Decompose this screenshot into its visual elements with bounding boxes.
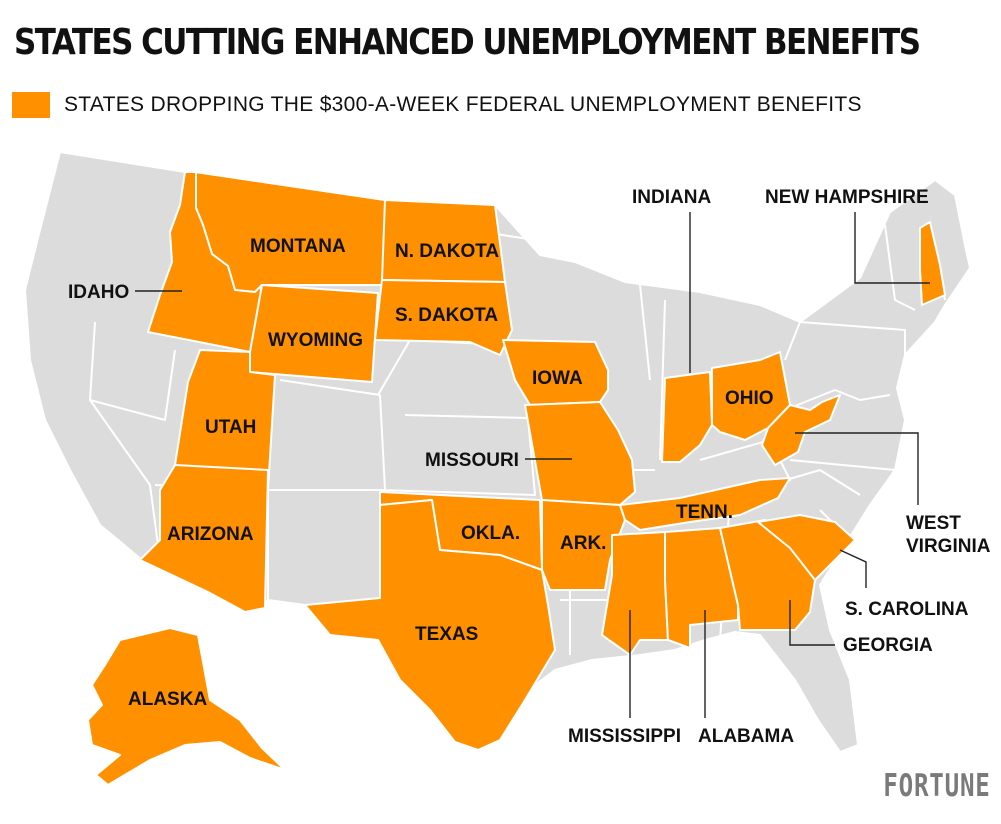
label-n-dakota: N. DAKOTA xyxy=(395,241,500,262)
leader-s-carolina xyxy=(839,549,867,588)
page-title: STATES CUTTING ENHANCED UNEMPLOYMENT BEN… xyxy=(14,22,921,63)
label-s-dakota: S. DAKOTA xyxy=(395,305,499,326)
state-west-virginia xyxy=(761,394,841,466)
label-new-hampshire: NEW HAMPSHIRE xyxy=(765,187,929,208)
label-georgia: GEORGIA xyxy=(843,635,933,656)
label-west-virginia-line2: VIRGINIA xyxy=(906,536,991,557)
label-okla: OKLA. xyxy=(461,523,521,544)
label-arizona: ARIZONA xyxy=(167,524,254,545)
legend: STATES DROPPING THE $300-A-WEEK FEDERAL … xyxy=(12,92,862,118)
state-mississippi xyxy=(601,531,669,656)
label-idaho: IDAHO xyxy=(68,282,130,303)
leader-west-virginia xyxy=(795,432,919,505)
state-s-carolina xyxy=(757,514,856,581)
legend-label: STATES DROPPING THE $300-A-WEEK FEDERAL … xyxy=(64,93,862,116)
label-montana: MONTANA xyxy=(250,236,346,257)
label-iowa: IOWA xyxy=(532,368,583,389)
state-utah xyxy=(174,349,276,491)
state-idaho xyxy=(147,171,263,353)
label-alaska: ALASKA xyxy=(128,689,208,710)
fortune-logo: FORTUNE xyxy=(883,768,991,804)
state-wyoming xyxy=(249,284,379,383)
label-wyoming: WYOMING xyxy=(268,330,363,351)
label-s-carolina: S. CAROLINA xyxy=(845,599,969,620)
label-alabama: ALABAMA xyxy=(698,726,795,747)
label-ohio: OHIO xyxy=(725,388,774,409)
state-texas xyxy=(304,499,556,751)
state-tennessee xyxy=(619,477,791,531)
label-indiana: INDIANA xyxy=(632,187,712,208)
label-mississippi: MISSISSIPPI xyxy=(568,726,681,747)
state-iowa xyxy=(502,339,609,406)
label-ark: ARK. xyxy=(560,533,607,554)
label-tenn: TENN. xyxy=(676,502,733,523)
label-texas: TEXAS xyxy=(415,624,479,645)
leader-georgia xyxy=(789,600,835,646)
leader-lines xyxy=(135,212,930,718)
state-alaska xyxy=(87,627,286,786)
label-west-virginia-line1: WEST xyxy=(906,513,961,534)
legend-swatch xyxy=(12,92,50,118)
state-new-hampshire xyxy=(919,221,946,306)
state-s-dakota xyxy=(374,279,513,356)
state-arizona xyxy=(139,464,269,613)
state-indiana xyxy=(661,371,713,463)
label-missouri: MISSOURI xyxy=(425,450,519,471)
label-utah: UTAH xyxy=(205,417,257,438)
leader-new-hampshire xyxy=(854,212,930,284)
highlight-states xyxy=(87,171,946,786)
